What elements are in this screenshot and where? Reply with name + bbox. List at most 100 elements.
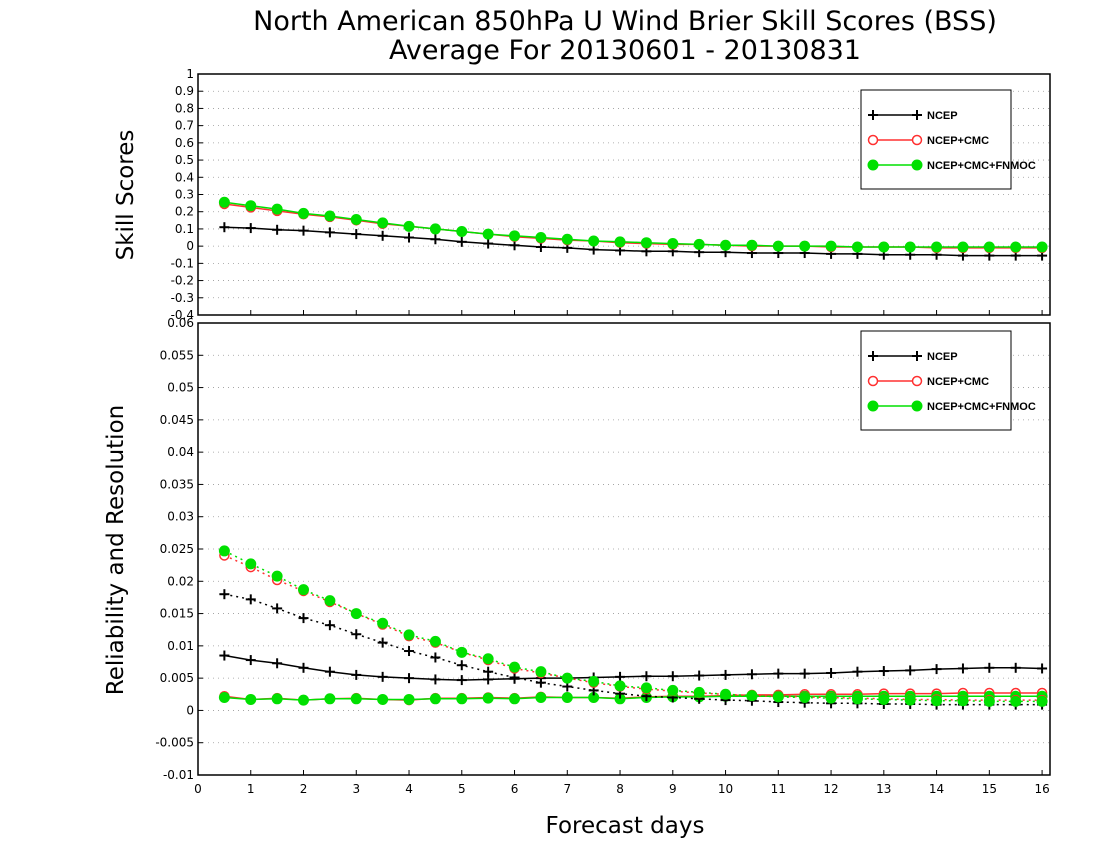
- legend-marker: [867, 400, 879, 412]
- top-ytick-label: 0.7: [175, 119, 194, 133]
- data-point: [851, 241, 863, 253]
- legend-label-ncep-cmc: NCEP+CMC: [927, 135, 989, 147]
- data-point: [456, 693, 468, 705]
- legend-label-ncep-cmc-fnmoc: NCEP+CMC+FNMOC: [927, 401, 1036, 413]
- data-point: [561, 233, 573, 245]
- data-point: [298, 694, 310, 706]
- top-ytick-label: -0.4: [171, 308, 194, 322]
- data-point: [772, 240, 784, 252]
- legend-marker: [867, 375, 879, 387]
- data-point: [667, 238, 679, 250]
- bottom-series-ncep-cmc-fnmoc-dotted: [218, 545, 1048, 707]
- data-point: [693, 686, 705, 698]
- data-point: [957, 695, 969, 707]
- data-point: [350, 693, 362, 705]
- data-point: [931, 241, 943, 253]
- data-point: [350, 213, 362, 225]
- data-point: [904, 694, 916, 706]
- bottom-xtick-label: 7: [563, 782, 571, 796]
- bottom-ytick-label: 0.04: [167, 445, 194, 459]
- data-point: [851, 693, 863, 705]
- bottom-ytick-label: 0.005: [160, 671, 194, 685]
- bottom-y-axis-title: Reliability and Resolution: [103, 405, 129, 695]
- bottom-series-ncep-cmc-dotted: [219, 550, 1048, 706]
- top-ytick-label: 0.4: [175, 170, 194, 184]
- bottom-ytick-label: 0.045: [160, 413, 194, 427]
- bottom-xtick-label: 2: [300, 782, 308, 796]
- data-point: [377, 217, 389, 229]
- series-line: [224, 203, 1043, 249]
- bottom-xtick-label: 8: [616, 782, 624, 796]
- data-point: [640, 682, 652, 694]
- data-point: [640, 237, 652, 249]
- data-point: [878, 241, 890, 253]
- bottom-ytick-label: 0.025: [160, 542, 194, 556]
- data-point: [456, 646, 468, 658]
- x-axis-title: Forecast days: [546, 813, 705, 839]
- data-point: [403, 629, 415, 641]
- data-point: [324, 693, 336, 705]
- top-ytick-label: 0.6: [175, 136, 194, 150]
- data-point: [588, 675, 600, 687]
- bottom-plot-frame: [197, 322, 1051, 776]
- data-point: [614, 680, 626, 692]
- bottom-xtick-label: 4: [405, 782, 413, 796]
- data-point: [482, 653, 494, 665]
- data-point: [1036, 241, 1048, 253]
- legend-marker: [867, 134, 879, 146]
- bottom-xtick-label: 14: [929, 782, 944, 796]
- data-point: [746, 239, 758, 251]
- reliability-resolution-panel: 0.060.0550.050.0450.040.0350.030.0250.02…: [103, 316, 1051, 839]
- top-ytick-label: -0.2: [171, 274, 194, 288]
- data-point: [218, 196, 230, 208]
- data-point: [983, 241, 995, 253]
- bottom-ytick-label: 0.03: [167, 510, 194, 524]
- data-point: [588, 235, 600, 247]
- data-point: [245, 693, 257, 705]
- data-point: [298, 207, 310, 219]
- bottom-ytick-label: 0.055: [160, 348, 194, 362]
- data-point: [720, 239, 732, 251]
- data-point: [878, 693, 890, 705]
- bottom-xtick-label: 11: [771, 782, 786, 796]
- series-line: [224, 201, 1043, 248]
- data-point: [825, 692, 837, 704]
- data-point: [482, 228, 494, 240]
- data-point: [245, 558, 257, 570]
- data-point: [377, 693, 389, 705]
- data-point: [561, 672, 573, 684]
- chart-subtitle: Average For 20130601 - 20130831: [389, 35, 861, 66]
- top-plot-frame: [197, 73, 1051, 316]
- data-point: [429, 693, 441, 705]
- data-point: [509, 230, 521, 242]
- bottom-xtick-label: 6: [511, 782, 519, 796]
- data-point: [324, 210, 336, 222]
- data-point: [667, 684, 679, 696]
- series-line: [224, 554, 1043, 701]
- data-point: [825, 240, 837, 252]
- legend-label-ncep-cmc-fnmoc: NCEP+CMC+FNMOC: [927, 160, 1036, 172]
- top-y-axis-title: Skill Scores: [113, 130, 139, 261]
- bottom-xtick-label: 16: [1034, 782, 1049, 796]
- data-point: [535, 232, 547, 244]
- bottom-ytick-label: 0.05: [167, 381, 194, 395]
- legend-label-ncep-cmc: NCEP+CMC: [927, 376, 989, 388]
- bottom-xtick-label: 9: [669, 782, 677, 796]
- data-point: [983, 695, 995, 707]
- data-point: [271, 203, 283, 215]
- series-line: [224, 654, 1043, 681]
- top-ytick-label: -0.3: [171, 291, 194, 305]
- data-point: [429, 223, 441, 235]
- data-point: [746, 690, 758, 702]
- legend-marker: [911, 400, 923, 412]
- data-point: [377, 617, 389, 629]
- data-point: [509, 661, 521, 673]
- bottom-ytick-label: -0.005: [155, 736, 194, 750]
- data-point: [535, 666, 547, 678]
- bottom-ytick-label: 0.035: [160, 477, 194, 491]
- series-line: [224, 550, 1043, 703]
- data-point: [1010, 695, 1022, 707]
- data-point: [218, 692, 230, 704]
- top-series-ncep-cmc-fnmoc: [218, 196, 1048, 253]
